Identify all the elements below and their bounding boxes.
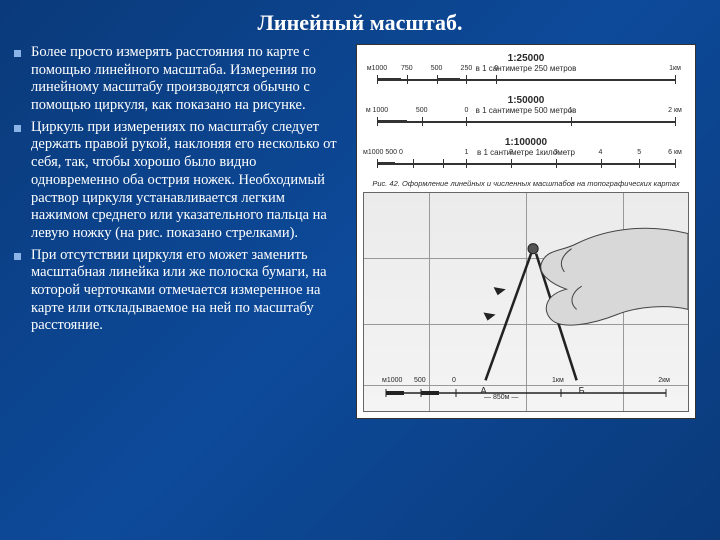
ruler-label: 2 км — [668, 107, 682, 114]
ruler-label: 0 — [452, 377, 456, 384]
list-item: При отсутствии циркуля его может заменит… — [14, 247, 344, 335]
ruler-label: 3 — [554, 149, 558, 156]
ruler-label: 2 — [509, 149, 513, 156]
bullet-text: При отсутствии циркуля его может заменит… — [31, 247, 344, 335]
bullet-text: Циркуль при измерениях по масштабу следу… — [31, 119, 344, 243]
ruler-label: 1км — [669, 65, 681, 72]
ruler-label: 250 — [461, 65, 473, 72]
ruler-label: 500 — [416, 107, 428, 114]
hand-svg: А Б — [364, 193, 688, 412]
bullet-icon — [14, 50, 21, 57]
ruler-label: 5 — [637, 149, 641, 156]
ruler-label: 0 — [494, 65, 498, 72]
figure-column: 1:25000 в 1 сантиметре 250 метров м1000 … — [356, 44, 696, 419]
scale-block-1: 1:25000 в 1 сантиметре 250 метров м1000 … — [363, 53, 689, 89]
bullet-text: Более просто измерять расстояния по карт… — [31, 44, 344, 115]
scale-ratio: 1:25000 — [363, 53, 689, 64]
ruler-label: 750 — [401, 65, 413, 72]
ruler-label: 1 — [569, 107, 573, 114]
ruler-label: м 1000 — [366, 107, 388, 114]
ruler-label: м1000 — [382, 377, 402, 384]
ruler-label: 4 — [599, 149, 603, 156]
scale-block-3: 1:100000 в 1 сантиметре 1километр м1000 … — [363, 137, 689, 173]
scale-ruler: м 1000 500 0 1 2 км — [377, 117, 675, 131]
ruler-label: — 850м — — [484, 394, 518, 401]
hand-illustration: А Б м1000 500 — [363, 192, 689, 412]
figure-caption: Рис. 42. Оформление линейных и численных… — [363, 179, 689, 188]
scale-block-2: 1:50000 в 1 сантиметре 500 метров м 1000… — [363, 95, 689, 131]
list-item: Циркуль при измерениях по масштабу следу… — [14, 119, 344, 243]
content-row: Более просто измерять расстояния по карт… — [0, 44, 720, 419]
list-item: Более просто измерять расстояния по карт… — [14, 44, 344, 115]
bullet-icon — [14, 253, 21, 260]
scale-ruler: м1000 500 0 1 2 3 4 5 6 км — [377, 159, 675, 173]
figure-box: 1:25000 в 1 сантиметре 250 метров м1000 … — [356, 44, 696, 419]
ruler-label: м1000 500 0 — [363, 149, 403, 156]
ruler-label: 500 — [431, 65, 443, 72]
ruler-label: 500 — [414, 377, 426, 384]
ruler-label: 6 км — [668, 149, 682, 156]
text-column: Более просто измерять расстояния по карт… — [14, 44, 344, 419]
bottom-ruler: м1000 500 0 — 850м — 1км 2км — [384, 387, 668, 403]
page-title: Линейный масштаб. — [0, 0, 720, 44]
ruler-label: 2км — [658, 377, 670, 384]
scale-ratio: 1:100000 — [363, 137, 689, 148]
ruler-label: 1км — [552, 377, 564, 384]
ruler-label: 0 — [464, 107, 468, 114]
scale-ruler: м1000 750 500 250 0 1км — [377, 75, 675, 89]
bullet-icon — [14, 125, 21, 132]
scale-ratio: 1:50000 — [363, 95, 689, 106]
ruler-label: м1000 — [367, 65, 387, 72]
ruler-label: 1 — [464, 149, 468, 156]
scale-desc: в 1 сантиметре 500 метров — [363, 106, 689, 115]
